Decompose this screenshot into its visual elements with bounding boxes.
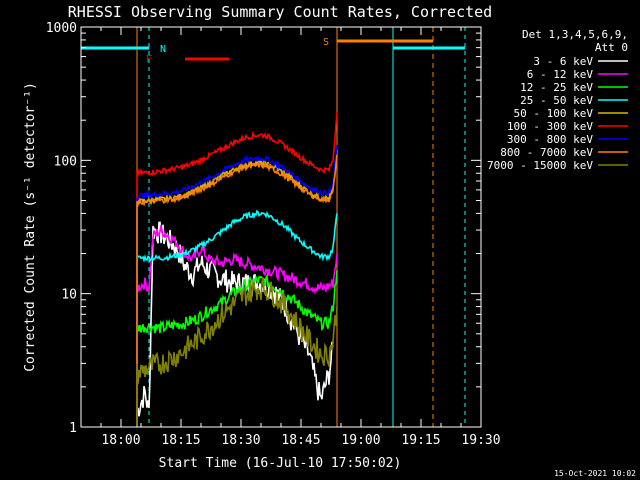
x-tick-label: 18:30 <box>221 433 260 448</box>
x-tick-label: 18:45 <box>281 433 320 448</box>
time-markers <box>136 27 466 427</box>
y-tick-label: 1000 <box>46 21 77 36</box>
legend-label: 3 - 6 keV <box>533 55 593 68</box>
series-line <box>136 277 338 427</box>
y-axis-label: Corrected Count Rate (s⁻¹ detector⁻¹) <box>23 82 38 372</box>
x-tick-label: 18:15 <box>161 433 200 448</box>
legend-label: 800 - 7000 keV <box>500 146 593 159</box>
y-axis: 1 10 100 1000 <box>46 21 481 436</box>
x-axis: 18:00 18:15 18:30 18:45 19:00 19:15 19:30 <box>80 27 501 448</box>
x-tick-label: 18:00 <box>101 433 140 448</box>
series-line <box>136 154 338 427</box>
series-lines <box>136 112 338 427</box>
annotation-label-s: S <box>323 37 329 48</box>
plot-area: NF S <box>80 26 482 428</box>
legend-label: 6 - 12 keV <box>527 68 594 81</box>
x-tick-label: 19:15 <box>401 433 440 448</box>
legend-header: Det 1,3,4,5,6,9, <box>522 28 628 41</box>
chart-title: RHESSI Observing Summary Count Rates, Co… <box>68 3 492 21</box>
legend-label: 300 - 800 keV <box>507 133 593 146</box>
x-axis-label: Start Time (16-Jul-10 17:50:02) <box>159 456 402 471</box>
x-tick-label: 19:30 <box>461 433 500 448</box>
series-line <box>136 225 338 427</box>
footer-date: 15-Oct-2021 10:02 <box>554 469 636 478</box>
legend-label: 50 - 100 keV <box>514 107 594 120</box>
legend-label: 12 - 25 keV <box>520 81 593 94</box>
series-line <box>136 270 338 427</box>
legend-label: 100 - 300 keV <box>507 120 593 133</box>
annotation-label-f: F <box>146 54 152 65</box>
legend-header: Att 0 <box>595 41 628 54</box>
y-tick-label: 10 <box>61 288 77 303</box>
series-line <box>136 112 338 427</box>
legend-label: 7000 - 15000 keV <box>487 159 593 172</box>
y-tick-label: 1 <box>69 421 77 436</box>
annotation-bars: NF S <box>81 37 465 65</box>
x-tick-label: 19:00 <box>341 433 380 448</box>
series-line <box>136 209 338 427</box>
y-tick-label: 100 <box>54 154 77 169</box>
series-line <box>136 145 338 427</box>
annotation-label-n: N <box>160 44 166 55</box>
legend-label: 25 - 50 keV <box>520 94 593 107</box>
